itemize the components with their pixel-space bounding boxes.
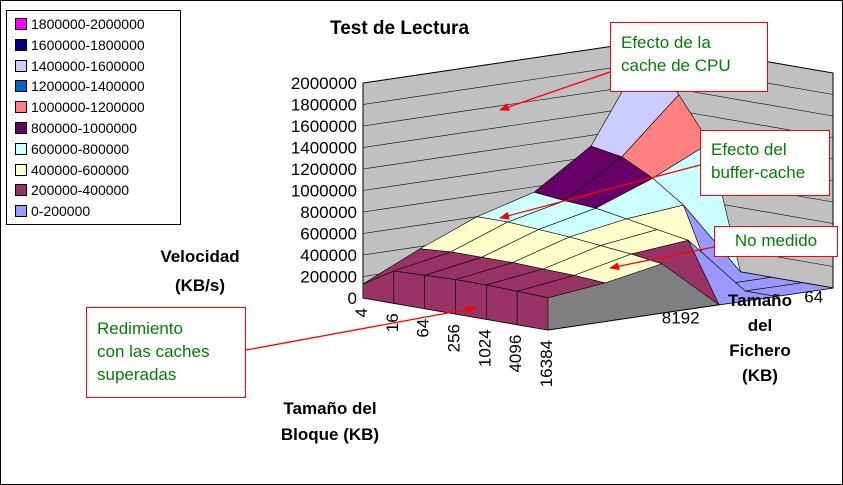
z-tick-label: 800000 bbox=[300, 203, 357, 222]
surface-plot bbox=[362, 45, 834, 331]
legend-swatch bbox=[15, 59, 27, 72]
surface-front-face bbox=[516, 290, 549, 331]
z-tick-label: 600000 bbox=[300, 225, 357, 244]
x-tick-label: 4 bbox=[352, 308, 371, 317]
legend-entry: 1200000-1400000 bbox=[15, 77, 145, 95]
caches-exceeded-callout: Redimiento con las caches superadas bbox=[86, 307, 246, 398]
x-tick-label: 4096 bbox=[506, 335, 525, 373]
z-axis-title-line2: (KB/s) bbox=[174, 276, 226, 295]
legend-label: 1800000-2000000 bbox=[31, 16, 145, 32]
legend-swatch bbox=[15, 80, 27, 93]
legend-swatch bbox=[15, 38, 27, 51]
x-tick-label: 1024 bbox=[475, 329, 494, 367]
legend-label: 200000-400000 bbox=[31, 182, 130, 199]
legend-label: 800000-1000000 bbox=[31, 120, 137, 136]
z-tick-labels: 2000000180000016000001400000120000010000… bbox=[291, 74, 357, 308]
z-tick-label: 1400000 bbox=[291, 139, 357, 158]
z-tick-label: 1200000 bbox=[291, 160, 357, 179]
legend-entry: 1600000-1800000 bbox=[15, 36, 145, 54]
buffer-cache-line2: buffer-cache bbox=[711, 163, 806, 182]
legend-entry: 1800000-2000000 bbox=[15, 15, 145, 33]
legend-entry: 0-200000 bbox=[15, 202, 90, 220]
y-axis-title-line1: Tamaño bbox=[728, 291, 792, 310]
legend-label: 600000-800000 bbox=[31, 140, 130, 157]
x-tick-label: 64 bbox=[414, 319, 433, 338]
y-axis-title-line2: del bbox=[747, 316, 773, 335]
y-axis-title-line3: Fichero bbox=[729, 341, 791, 360]
not-measured-text: No medido bbox=[734, 231, 818, 250]
z-axis-title-line1: Velocidad bbox=[160, 247, 240, 266]
caches-exceeded-line1: Redimiento bbox=[97, 319, 183, 338]
x-tick-label: 16384 bbox=[537, 340, 556, 387]
z-tick-label: 1800000 bbox=[291, 96, 357, 115]
cpu-cache-line1: Efecto de la bbox=[621, 33, 711, 52]
buffer-cache-callout: Efecto del buffer-cache bbox=[700, 130, 830, 196]
legend-label: 0-200000 bbox=[31, 203, 91, 220]
not-measured-callout: No medido bbox=[714, 226, 838, 257]
legend-entry: 600000-800000 bbox=[15, 140, 129, 158]
legend-entry: 1400000-1600000 bbox=[15, 57, 145, 75]
cpu-cache-callout: Efecto de la cache de CPU bbox=[610, 22, 768, 92]
legend-swatch bbox=[15, 205, 27, 218]
legend-label: 1600000-1800000 bbox=[31, 36, 145, 53]
legend-swatch bbox=[15, 101, 27, 114]
z-tick-label: 2000000 bbox=[291, 74, 357, 93]
z-tick-label: 400000 bbox=[300, 246, 357, 265]
legend-swatch bbox=[15, 163, 27, 176]
legend-entry: 400000-600000 bbox=[15, 161, 129, 179]
y-tick-label: 8192 bbox=[662, 308, 700, 327]
y-axis-title-line4: (KB) bbox=[742, 366, 778, 385]
legend-entry: 200000-400000 bbox=[15, 181, 129, 199]
annotation-arrows bbox=[245, 71, 715, 351]
annotation-arrow bbox=[609, 246, 715, 271]
surface-front-face bbox=[455, 279, 487, 320]
z-tick-label: 0 bbox=[348, 289, 357, 308]
surface-front-face bbox=[393, 270, 426, 310]
legend-label: 1400000-1600000 bbox=[31, 57, 145, 74]
z-axis-title: Velocidad (KB/s) bbox=[140, 245, 260, 297]
y-tick-labels: 64 8192 bbox=[662, 287, 823, 327]
caches-exceeded-line3: superadas bbox=[97, 365, 177, 384]
annotation-arrow bbox=[499, 71, 611, 111]
x-axis-title: Tamaño del Bloque (KB) bbox=[255, 397, 405, 446]
z-tick-label: 200000 bbox=[300, 268, 357, 287]
legend-entry: 800000-1000000 bbox=[15, 119, 137, 137]
legend-swatch bbox=[15, 18, 27, 30]
legend-label: 400000-600000 bbox=[31, 161, 130, 178]
x-axis-title-line2: Bloque (KB) bbox=[280, 425, 380, 444]
legend-label: 1000000-1200000 bbox=[31, 99, 145, 116]
caches-exceeded-line2: con las caches bbox=[97, 342, 210, 361]
chart-title: Test de Lectura bbox=[330, 18, 470, 39]
legend-entry: 1000000-1200000 bbox=[15, 98, 145, 116]
y-tick-label: 64 bbox=[804, 287, 823, 306]
cpu-cache-line2: cache de CPU bbox=[621, 56, 731, 75]
legend: 1800000-2000000 1600000-1800000 1400000-16… bbox=[6, 10, 181, 225]
z-tick-label: 1600000 bbox=[291, 117, 357, 136]
legend-swatch bbox=[15, 142, 27, 155]
legend-swatch bbox=[15, 122, 27, 134]
legend-label: 1200000-1400000 bbox=[31, 78, 145, 95]
annotation-arrow bbox=[245, 305, 476, 351]
legend-swatch bbox=[15, 184, 27, 197]
x-axis-title-line1: Tamaño del bbox=[283, 399, 377, 418]
surface-front-face bbox=[424, 274, 456, 315]
annotation-arrow bbox=[499, 164, 701, 220]
surface-front-face bbox=[485, 284, 518, 326]
buffer-cache-line1: Efecto del bbox=[711, 140, 787, 159]
x-tick-label: 256 bbox=[445, 324, 464, 352]
x-tick-labels: 416642561024409616384 bbox=[352, 308, 556, 387]
z-tick-label: 1000000 bbox=[291, 182, 357, 201]
y-axis-title: Tamaño del Fichero (KB) bbox=[705, 288, 815, 388]
